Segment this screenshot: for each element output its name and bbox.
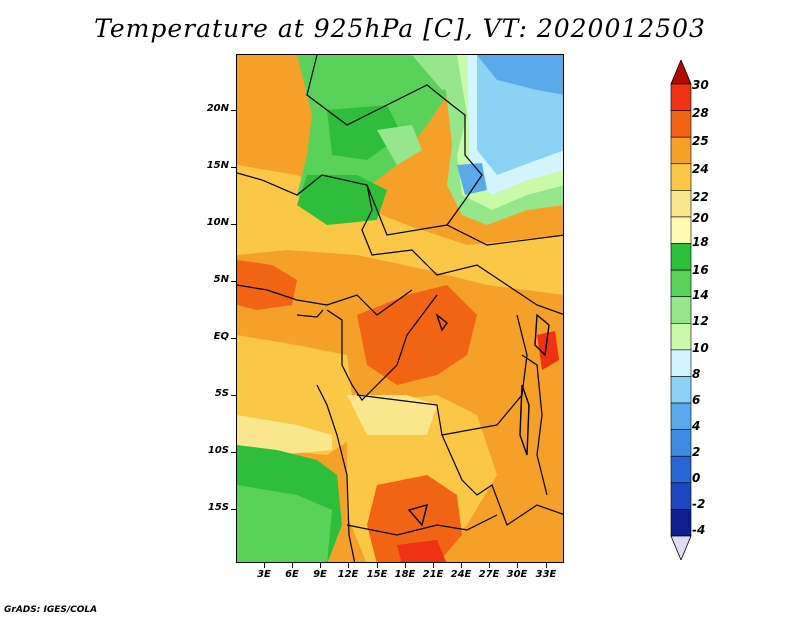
x-tick-label: 33E <box>535 569 557 580</box>
colorbar-segment <box>670 482 692 510</box>
y-tick <box>231 338 236 339</box>
y-tick <box>231 452 236 453</box>
grads-credit: GrADS: IGES/COLA <box>4 605 98 615</box>
colorbar-label: 12 <box>692 314 709 328</box>
colorbar-label: 4 <box>692 419 701 433</box>
colorbar-segment <box>670 110 692 138</box>
y-tick-label: 5S <box>214 388 229 399</box>
x-tick <box>489 563 490 568</box>
y-tick <box>231 281 236 282</box>
x-tick-label: 9E <box>313 569 327 580</box>
colorbar-label: 10 <box>692 341 709 355</box>
colorbar-label: 25 <box>692 134 709 148</box>
colorbar-label: 0 <box>692 471 701 485</box>
colorbar-segment <box>670 190 692 218</box>
colorbar-top-arrow <box>670 60 692 85</box>
colorbar-segment <box>670 455 692 484</box>
colorbar-segment <box>670 136 692 165</box>
y-tick <box>231 395 236 396</box>
x-tick <box>517 563 518 568</box>
colorbar-segment <box>670 296 692 324</box>
colorbar-label: 20 <box>692 211 709 225</box>
colorbar-label: 28 <box>692 106 709 120</box>
colorbar-bottom-arrow <box>670 535 692 560</box>
colorbar-segment <box>670 429 692 457</box>
x-tick <box>405 563 406 568</box>
colorbar-segment <box>670 402 692 430</box>
map-title: Temperature at 925hPa [C], VT: 202001250… <box>94 14 706 43</box>
y-tick <box>231 110 236 111</box>
x-tick-label: 12E <box>337 569 359 580</box>
colorbar-label: 14 <box>692 288 709 302</box>
x-tick <box>461 563 462 568</box>
x-tick-label: 6E <box>285 569 299 580</box>
y-tick <box>231 509 236 510</box>
y-tick-label: 10S <box>207 445 229 456</box>
x-tick <box>377 563 378 568</box>
y-tick-label: 20N <box>206 103 229 114</box>
colorbar-segment <box>670 83 692 111</box>
colorbar-label: 18 <box>692 235 709 249</box>
y-tick-label: 15N <box>206 160 229 171</box>
x-tick <box>292 563 293 568</box>
colorbar-label: -4 <box>692 523 706 537</box>
colorbar-label: 22 <box>692 190 709 204</box>
colorbar-segment <box>670 269 692 298</box>
colorbar-label: 6 <box>692 393 701 407</box>
colorbar <box>670 60 692 560</box>
x-tick <box>433 563 434 568</box>
x-tick <box>348 563 349 568</box>
colorbar-label: 8 <box>692 367 701 381</box>
x-tick <box>320 563 321 568</box>
colorbar-label: 16 <box>692 263 709 277</box>
temperature-map <box>236 54 564 563</box>
x-tick-label: 30E <box>506 569 528 580</box>
x-tick-label: 18E <box>394 569 416 580</box>
x-tick-label: 3E <box>257 569 271 580</box>
y-tick <box>231 167 236 168</box>
y-tick-label: 10N <box>206 217 229 228</box>
y-tick-label: 15S <box>207 502 229 513</box>
x-tick <box>546 563 547 568</box>
x-tick-label: 27E <box>478 569 500 580</box>
y-tick-label: EQ <box>213 331 229 342</box>
colorbar-label: 30 <box>692 78 709 92</box>
y-tick <box>231 224 236 225</box>
x-tick <box>264 563 265 568</box>
colorbar-segment <box>670 163 692 191</box>
colorbar-label: 24 <box>692 162 709 176</box>
colorbar-label: -2 <box>692 497 706 511</box>
x-tick-label: 15E <box>366 569 388 580</box>
colorbar-label: 2 <box>692 445 701 459</box>
colorbar-segment <box>670 216 692 244</box>
colorbar-segment <box>670 243 692 271</box>
colorbar-segment <box>670 322 692 351</box>
x-tick-label: 21E <box>422 569 444 580</box>
colorbar-segment <box>670 509 692 537</box>
colorbar-segment <box>670 376 692 404</box>
y-tick-label: 5N <box>213 274 229 285</box>
colorbar-segment <box>670 349 692 377</box>
map-canvas <box>237 55 563 562</box>
x-tick-label: 24E <box>450 569 472 580</box>
